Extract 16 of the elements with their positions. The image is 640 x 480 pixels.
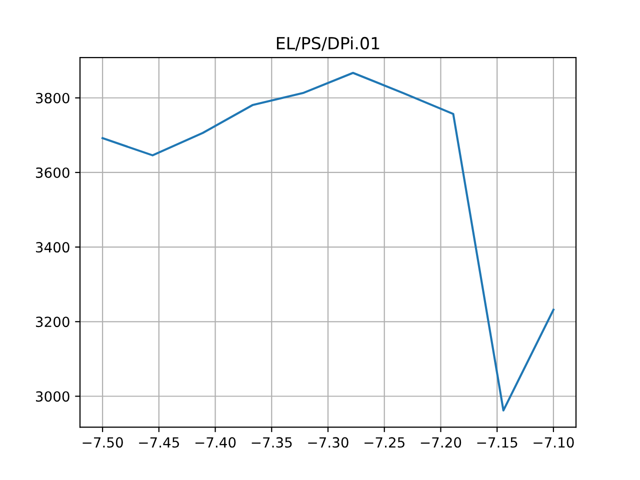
x-tick-label: −7.45 [139,437,179,448]
y-tick-label: 3600 [36,167,70,178]
y-tick-label: 3000 [36,391,70,402]
y-tick-label: 3200 [36,316,70,328]
y-tick-label: 3800 [36,92,70,104]
x-tick-label: −7.30 [308,437,348,448]
line-series [102,72,554,412]
x-tick-label: −7.10 [534,437,574,448]
x-tick-label: −7.15 [477,437,518,448]
x-tick-label: −7.40 [195,437,236,448]
chart-title: EL/PS/DPi.01 [276,36,380,51]
x-tick-label: −7.25 [364,437,404,448]
y-tick-label: 3400 [36,242,70,253]
x-tick-label: −7.20 [420,437,462,448]
x-tick-label: −7.50 [82,437,123,448]
x-tick-label: −7.35 [252,437,292,448]
